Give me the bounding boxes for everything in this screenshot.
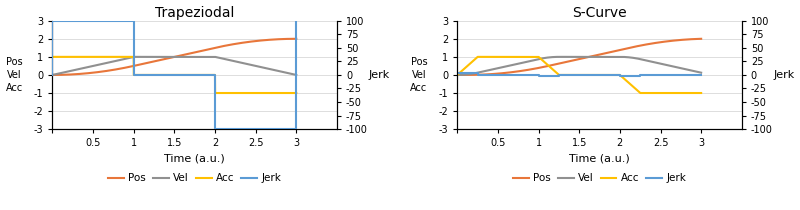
Legend: Pos, Vel, Acc, Jerk: Pos, Vel, Acc, Jerk bbox=[509, 169, 690, 187]
Y-axis label: Jerk: Jerk bbox=[368, 70, 390, 80]
Legend: Pos, Vel, Acc, Jerk: Pos, Vel, Acc, Jerk bbox=[104, 169, 286, 187]
Y-axis label: Pos
Vel
Acc: Pos Vel Acc bbox=[410, 57, 428, 93]
Title: S-Curve: S-Curve bbox=[572, 5, 627, 20]
X-axis label: Time (a.u.): Time (a.u.) bbox=[569, 154, 630, 164]
X-axis label: Time (a.u.): Time (a.u.) bbox=[164, 154, 225, 164]
Title: Trapeziodal: Trapeziodal bbox=[155, 5, 234, 20]
Y-axis label: Jerk: Jerk bbox=[773, 70, 794, 80]
Y-axis label: Pos
Vel
Acc: Pos Vel Acc bbox=[6, 57, 23, 93]
